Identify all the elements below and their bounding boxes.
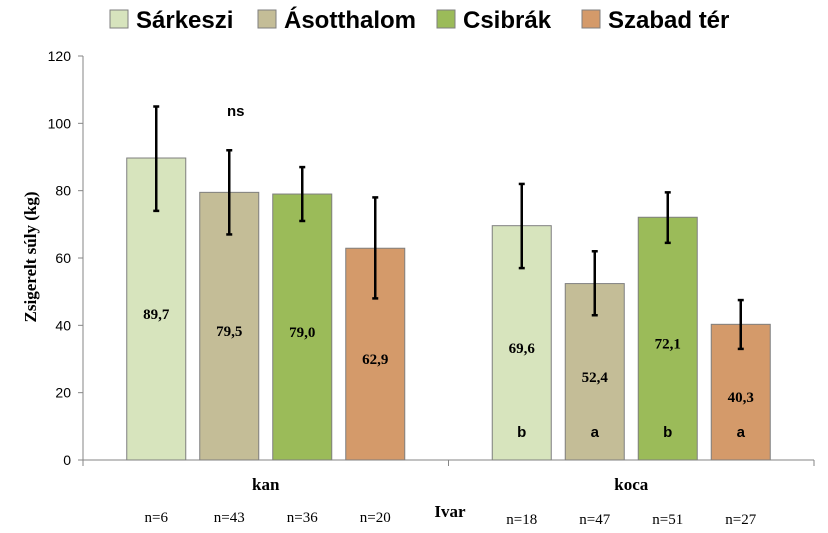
- y-tick-label: 0: [63, 452, 71, 468]
- data-label: 62,9: [362, 352, 388, 368]
- y-tick-label: 120: [48, 48, 72, 64]
- legend-swatch: [581, 9, 601, 29]
- y-axis-label: Zsigerelt súly (kg): [21, 192, 40, 323]
- legend-swatch: [109, 9, 129, 29]
- legend-label: Szabad tér: [608, 7, 729, 34]
- legend-swatch: [257, 9, 277, 29]
- significance-label: a: [737, 424, 746, 441]
- data-label: 79,5: [216, 324, 242, 340]
- significance-label: a: [591, 424, 600, 441]
- annotation-ns: ns: [227, 103, 245, 120]
- data-label: 40,3: [728, 390, 754, 406]
- x-category-label: kan: [252, 475, 280, 494]
- legend-label: Sárkeszi: [136, 7, 233, 34]
- sample-size-label: n=6: [145, 510, 169, 526]
- sample-size-label: n=36: [287, 510, 318, 526]
- sample-size-label: n=43: [214, 510, 245, 526]
- data-label: 52,4: [582, 370, 609, 386]
- legend: Sárkeszi Ásotthalom Csibrák Szabad tér: [109, 6, 729, 34]
- significance-label: b: [517, 424, 526, 441]
- legend-label: Csibrák: [463, 7, 552, 34]
- sample-size-label: n=20: [360, 510, 391, 526]
- y-tick-label: 40: [55, 317, 71, 333]
- sample-size-label: n=47: [579, 512, 610, 528]
- data-label: 69,6: [509, 341, 536, 357]
- significance-label: b: [663, 424, 672, 441]
- sample-size-label: n=27: [725, 512, 756, 528]
- legend-swatch: [436, 9, 456, 29]
- x-category-label: koca: [614, 475, 649, 494]
- y-tick-label: 100: [48, 115, 72, 131]
- bars: [126, 105, 771, 461]
- data-label: 89,7: [143, 307, 170, 323]
- data-label: 72,1: [655, 337, 681, 353]
- legend-label: Ásotthalom: [284, 6, 416, 34]
- y-tick-label: 20: [55, 385, 71, 401]
- sample-size-label: n=18: [506, 512, 537, 528]
- bar-kan-2: [272, 193, 333, 461]
- labels: kan 89,7 n=6 79,5 n=43 79,0 n=36 62,9 n=20 koca 69…: [143, 103, 757, 528]
- y-tick-label: 80: [55, 183, 71, 199]
- data-label: 79,0: [289, 325, 315, 341]
- sample-size-label: n=51: [652, 512, 683, 528]
- y-tick-label: 60: [55, 250, 71, 266]
- x-axis-label: Ivar: [434, 502, 466, 521]
